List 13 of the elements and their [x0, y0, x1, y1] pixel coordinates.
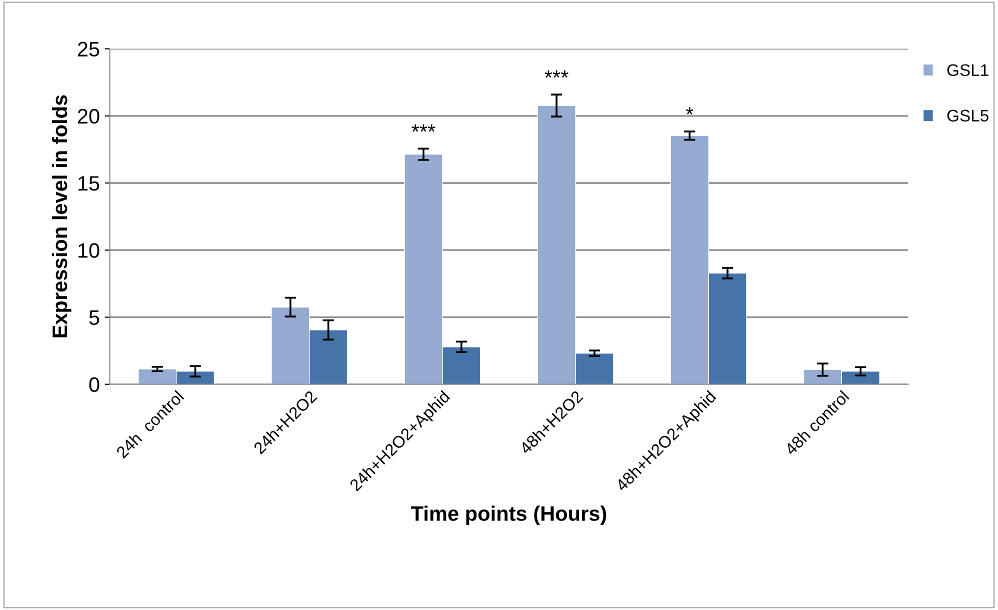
annotation: ***	[412, 124, 436, 132]
y-tick-label: 0	[89, 377, 100, 392]
x-axis-title: Time points (Hours)	[411, 506, 606, 526]
legend-label: GSL5	[947, 110, 988, 122]
annotation: ***	[544, 70, 568, 78]
legend-label: GSL1	[947, 64, 988, 76]
y-tick-label: 20	[78, 108, 100, 124]
y-tick-label: 10	[78, 243, 100, 258]
y-tick-label: 5	[89, 310, 100, 325]
y-tick-label: 15	[78, 176, 100, 191]
annotation: *	[686, 107, 694, 115]
y-axis-title: Expression level in folds	[52, 95, 72, 338]
y-tick-label: 25	[78, 42, 100, 57]
